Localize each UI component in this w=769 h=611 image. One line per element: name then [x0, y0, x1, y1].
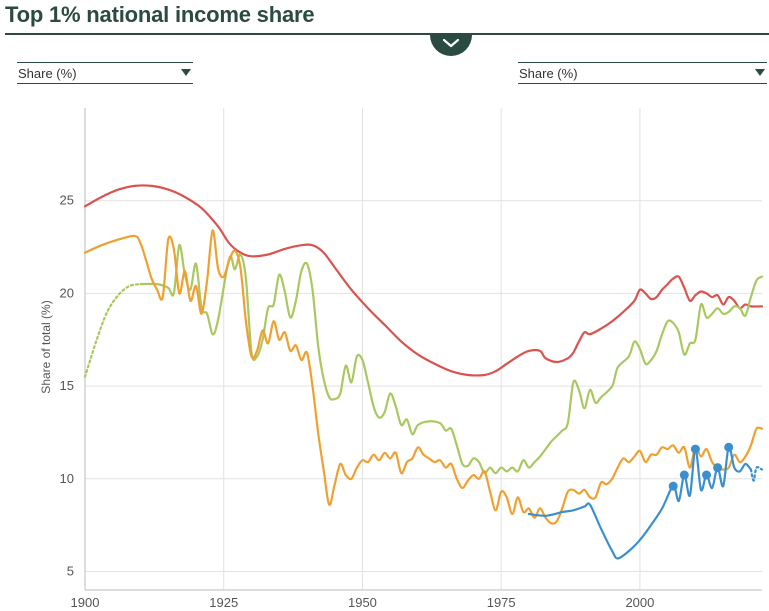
- chart-series: [83, 184, 764, 560]
- caret-down-icon: [755, 69, 765, 76]
- y-tick-label: 20: [60, 285, 74, 300]
- collapse-toggle-button[interactable]: [430, 34, 472, 56]
- y-tick-label: 5: [67, 563, 74, 578]
- series-line-blue-series: [527, 446, 752, 560]
- series-line-red-series: [83, 184, 764, 377]
- x-tick-label: 1950: [348, 595, 377, 610]
- series-line-blue-series-projected: [749, 466, 764, 482]
- x-tick-label: 1900: [71, 595, 100, 610]
- caret-down-icon: [181, 69, 191, 76]
- chart-markers: [668, 442, 734, 491]
- y-tick-label: 15: [60, 378, 74, 393]
- left-select-label: Share (%): [18, 66, 77, 81]
- chevron-down-icon: [442, 38, 460, 48]
- chart-grid: [84, 108, 762, 590]
- y-tick-label: 25: [60, 193, 74, 208]
- x-tick-label: 1925: [209, 595, 238, 610]
- series-line-green-series: [139, 244, 764, 475]
- left-axis-metric-select[interactable]: Share (%): [17, 62, 193, 84]
- x-tick-label: 2000: [625, 595, 654, 610]
- x-tick-label: 1975: [487, 595, 516, 610]
- series-line-green-series-estimated: [83, 283, 142, 378]
- data-point-marker[interactable]: [724, 442, 734, 452]
- data-point-marker[interactable]: [690, 444, 700, 454]
- y-axis-title: Share of total (%): [39, 300, 53, 393]
- data-point-marker[interactable]: [713, 463, 723, 473]
- title-divider: [5, 33, 769, 35]
- data-point-marker[interactable]: [679, 470, 689, 480]
- series-line-orange-series: [83, 229, 764, 525]
- y-tick-label: 10: [60, 471, 74, 486]
- axis-ticks: 5 10 15 20 25 1900 1925 1950 1975 2000: [60, 193, 655, 610]
- right-axis-metric-select[interactable]: Share (%): [518, 62, 767, 84]
- data-point-marker[interactable]: [668, 481, 678, 491]
- data-point-marker[interactable]: [702, 470, 712, 480]
- page-title: Top 1% national income share: [5, 2, 315, 27]
- right-select-label: Share (%): [519, 66, 578, 81]
